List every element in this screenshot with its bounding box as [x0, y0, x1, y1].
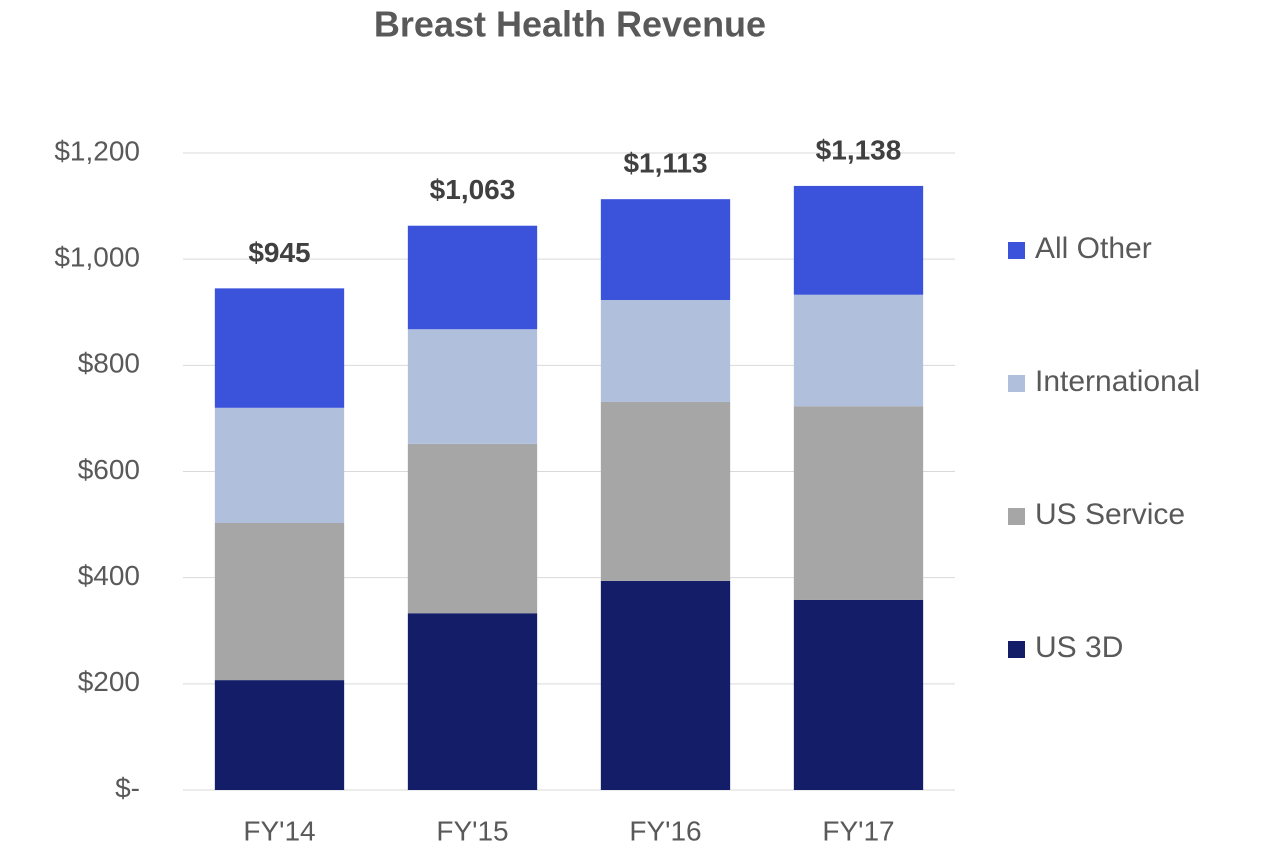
y-tick-label: $1,000 [54, 242, 140, 273]
legend-label: US Service [1035, 498, 1185, 531]
x-tick-label: FY'14 [243, 815, 315, 846]
legend-swatch [1008, 242, 1025, 259]
bar-segment [600, 300, 731, 402]
total-label: $945 [248, 237, 310, 268]
y-tick-label: $400 [78, 560, 140, 591]
y-tick-label: $- [115, 772, 140, 803]
bar-segment [793, 406, 924, 600]
chart-title: Breast Health Revenue [374, 4, 766, 45]
y-tick-label: $600 [78, 454, 140, 485]
y-tick-label: $1,200 [54, 135, 140, 166]
bar-segment [793, 599, 924, 790]
bar-segment [214, 680, 345, 790]
y-tick-label: $200 [78, 666, 140, 697]
total-label: $1,113 [623, 148, 707, 179]
bar-segment [793, 185, 924, 295]
legend-swatch [1008, 641, 1025, 658]
x-tick-label: FY'16 [629, 815, 701, 846]
legend-label: International [1035, 365, 1200, 398]
legend-swatch [1008, 508, 1025, 525]
total-label: $1,138 [816, 134, 902, 165]
x-tick-label: FY'15 [436, 815, 508, 846]
bar-segment [600, 199, 731, 301]
bar-segment [600, 401, 731, 581]
bar-segment [214, 288, 345, 408]
x-tick-label: FY'17 [822, 815, 894, 846]
legend-swatch [1008, 375, 1025, 392]
y-tick-label: $800 [78, 348, 140, 379]
bar-segment [407, 443, 538, 614]
legend-label: All Other [1035, 232, 1152, 265]
bar-segment [407, 613, 538, 790]
bar-segment [214, 407, 345, 523]
bar-segment [600, 580, 731, 790]
bar-segment [407, 329, 538, 444]
total-label: $1,063 [430, 174, 516, 205]
bar-segment [793, 294, 924, 407]
legend-label: US 3D [1035, 631, 1123, 664]
bar-segment [214, 522, 345, 681]
bar-segment [407, 225, 538, 330]
